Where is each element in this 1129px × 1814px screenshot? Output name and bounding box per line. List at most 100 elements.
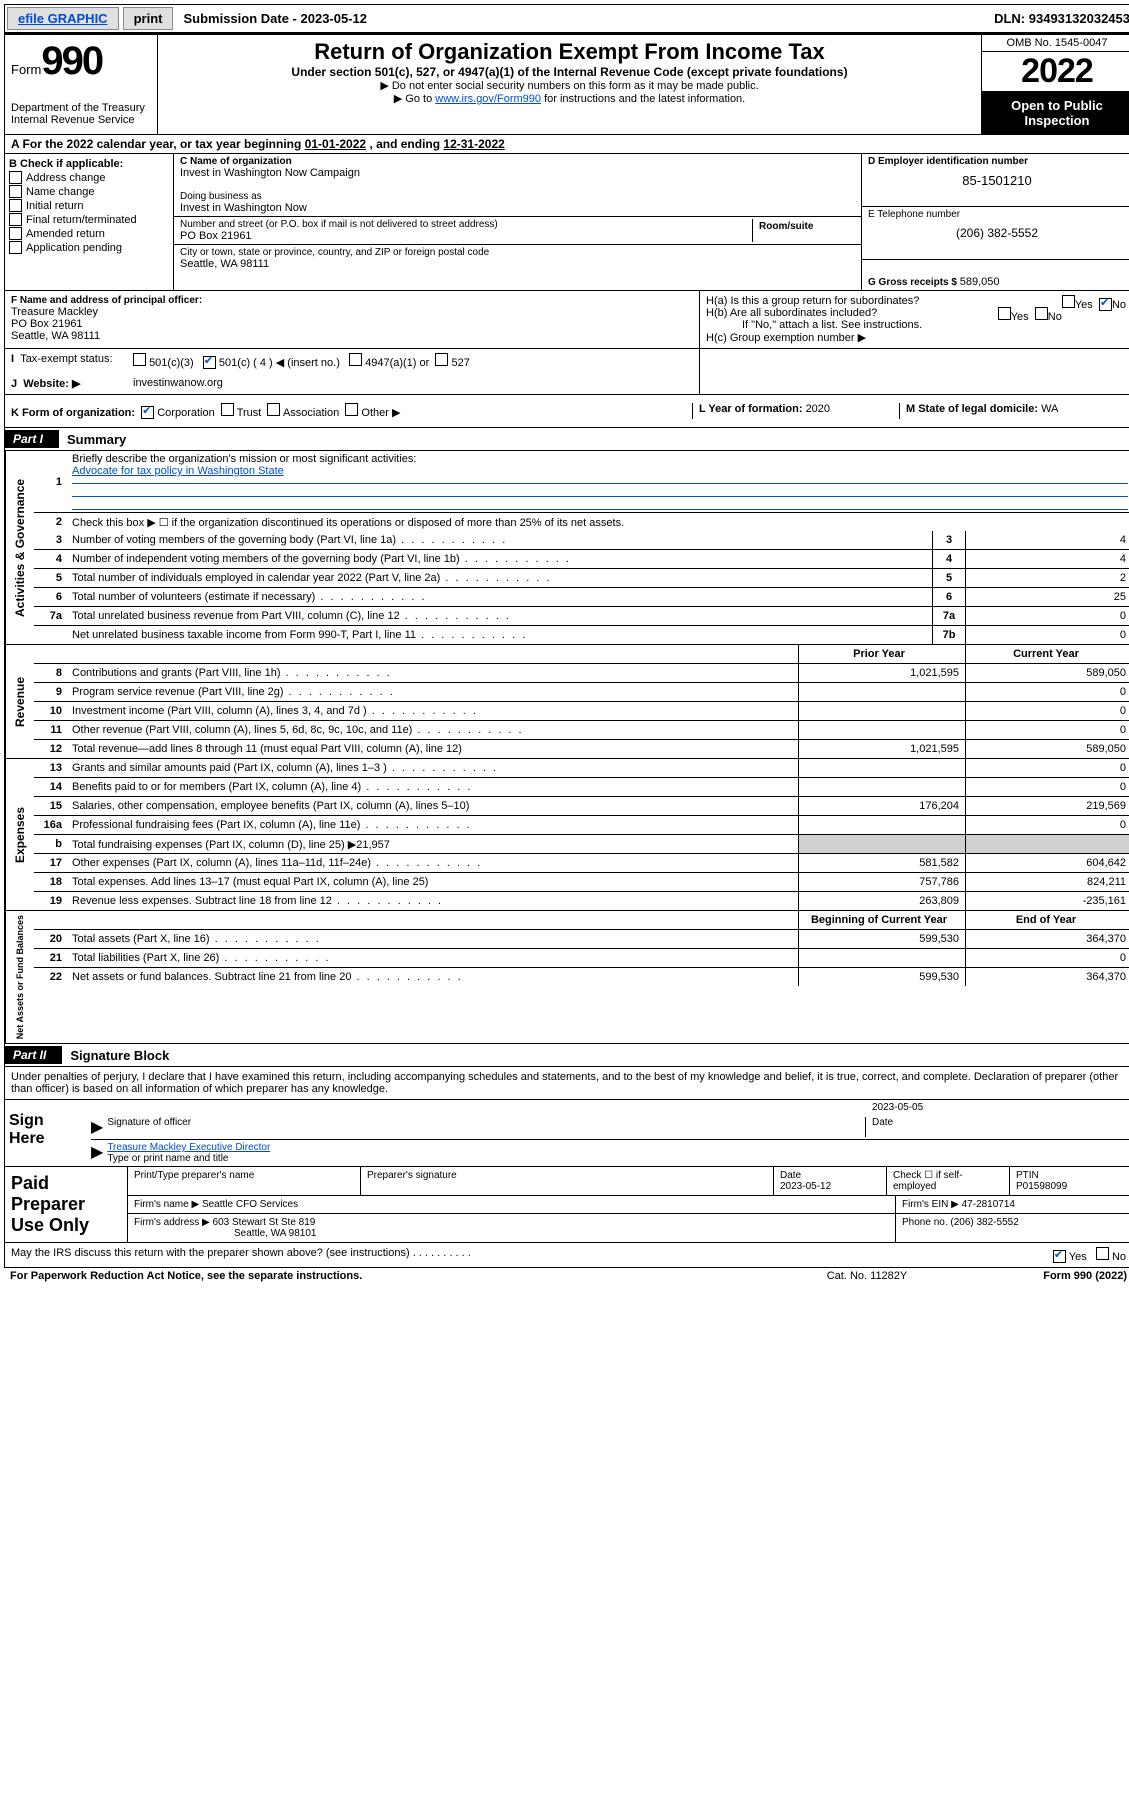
type-print-label: Type or print name and title <box>107 1153 228 1164</box>
net-assets-block: Net Assets or Fund Balances Beginning of… <box>4 911 1129 1044</box>
sign-here-block: Sign Here 2023-05-05 ▶ Signature of offi… <box>4 1100 1129 1167</box>
trust-label: Trust <box>237 407 262 419</box>
hb-yes-checkbox[interactable] <box>998 307 1011 320</box>
line-21-current: 0 <box>965 949 1129 967</box>
header-center: Return of Organization Exempt From Incom… <box>158 35 981 134</box>
final-return-checkbox[interactable] <box>9 213 22 226</box>
part-1-label: Part I <box>5 430 59 448</box>
firm-addr2: Seattle, WA 98101 <box>134 1228 316 1239</box>
preparer-sig-label: Preparer's signature <box>361 1167 774 1195</box>
4947-checkbox[interactable] <box>349 353 362 366</box>
amended-return-label: Amended return <box>26 228 105 240</box>
may-discuss-label: May the IRS discuss this return with the… <box>11 1247 410 1259</box>
website-label: Website: ▶ <box>23 378 80 390</box>
dln-value: 93493132032453 <box>1029 11 1129 26</box>
final-return-label: Final return/terminated <box>26 214 137 226</box>
line-7b-value: 0 <box>965 626 1129 644</box>
org-name-label: C Name of organization <box>180 156 855 167</box>
row-j: J Website: ▶ investinwanow.org <box>4 373 1129 395</box>
discuss-yes-checkbox[interactable] <box>1053 1250 1066 1263</box>
prior-year-header: Prior Year <box>798 645 965 663</box>
assoc-checkbox[interactable] <box>267 403 280 416</box>
part-2-header: Part II Signature Block <box>4 1044 1129 1067</box>
may-irs-discuss-row: May the IRS discuss this return with the… <box>4 1243 1129 1268</box>
dba-value: Invest in Washington Now <box>180 202 855 214</box>
line-9-prior <box>798 683 965 701</box>
current-year-header: Current Year <box>965 645 1129 663</box>
line-18-label: Total expenses. Add lines 13–17 (must eq… <box>68 874 798 890</box>
corporation-label: Corporation <box>157 407 214 419</box>
gross-receipts-value: 589,050 <box>960 276 1000 288</box>
hc-label: H(c) Group exemption number ▶ <box>706 331 1126 344</box>
instr2-post: for instructions and the latest informat… <box>541 93 745 105</box>
firm-phone-value: (206) 382-5552 <box>950 1217 1018 1228</box>
firm-addr1: 603 Stewart St Ste 819 <box>213 1217 316 1228</box>
line-22-current: 364,370 <box>965 968 1129 986</box>
initial-return-checkbox[interactable] <box>9 199 22 212</box>
phone-label: E Telephone number <box>868 209 1126 220</box>
501c3-label: 501(c)(3) <box>149 357 194 369</box>
hb-yes-label: Yes <box>1011 311 1029 323</box>
open-to-public: Open to Public Inspection <box>982 92 1129 134</box>
line-1: Briefly describe the organization's miss… <box>68 451 1129 512</box>
irs-link[interactable]: www.irs.gov/Form990 <box>435 93 541 105</box>
501c-checkbox[interactable] <box>203 356 216 369</box>
form-header: Form 990 Department of the Treasury Inte… <box>4 34 1129 135</box>
self-employed-label: Check ☐ if self-employed <box>887 1167 1010 1195</box>
501c-label: 501(c) ( 4 ) ◀ (insert no.) <box>219 357 340 369</box>
trust-checkbox[interactable] <box>221 403 234 416</box>
527-label: 527 <box>451 357 469 369</box>
officer-addr1: PO Box 21961 <box>11 318 693 330</box>
line-11-label: Other revenue (Part VIII, column (A), li… <box>68 722 798 738</box>
year-formation-label: L Year of formation: <box>699 403 806 415</box>
part-2-label: Part II <box>5 1046 62 1064</box>
room-suite-label: Room/suite <box>753 219 855 242</box>
527-checkbox[interactable] <box>435 353 448 366</box>
officer-name-link[interactable]: Treasure Mackley Executive Director <box>107 1142 270 1153</box>
form-990-footer: Form 990 (2022) <box>967 1270 1127 1282</box>
paperwork-notice: For Paperwork Reduction Act Notice, see … <box>10 1270 767 1282</box>
firm-ein-value: 47-2810714 <box>962 1199 1015 1210</box>
name-change-checkbox[interactable] <box>9 185 22 198</box>
instruction-1: ▶ Do not enter social security numbers o… <box>162 79 977 92</box>
sign-here-label: Sign Here <box>5 1100 83 1166</box>
tax-exempt-label: Tax-exempt status: <box>20 353 112 365</box>
other-checkbox[interactable] <box>345 403 358 416</box>
address-change-checkbox[interactable] <box>9 171 22 184</box>
firm-name-label: Firm's name ▶ <box>134 1199 199 1210</box>
line-6-label: Total number of volunteers (estimate if … <box>68 589 932 605</box>
line-14-current: 0 <box>965 778 1129 796</box>
section-b: B Check if applicable: Address change Na… <box>5 154 174 290</box>
line-20-label: Total assets (Part X, line 16) <box>68 931 798 947</box>
city-cell: City or town, state or province, country… <box>174 245 861 272</box>
ha-no-checkbox[interactable] <box>1099 298 1112 311</box>
amended-return-checkbox[interactable] <box>9 227 22 240</box>
application-pending-checkbox[interactable] <box>9 241 22 254</box>
line-a-begin: 01-01-2022 <box>305 137 366 151</box>
dln-label: DLN: <box>994 11 1029 26</box>
501c3-checkbox[interactable] <box>133 353 146 366</box>
line-16b-value: 21,957 <box>356 839 390 851</box>
hb-no-checkbox[interactable] <box>1035 307 1048 320</box>
section-f: F Name and address of principal officer:… <box>5 291 700 348</box>
mission-link[interactable]: Advocate for tax policy in Washington St… <box>72 465 284 477</box>
activities-tab: Activities & Governance <box>5 451 34 644</box>
discuss-no-checkbox[interactable] <box>1096 1247 1109 1260</box>
corporation-checkbox[interactable] <box>141 406 154 419</box>
line-22-prior: 599,530 <box>798 968 965 986</box>
form-of-org-label: K Form of organization: <box>11 407 135 419</box>
prep-date-value: 2023-05-12 <box>780 1181 831 1192</box>
print-button[interactable]: print <box>123 7 174 30</box>
line-a-end: 12-31-2022 <box>443 137 504 151</box>
line-13-label: Grants and similar amounts paid (Part IX… <box>68 760 798 776</box>
line-8-label: Contributions and grants (Part VIII, lin… <box>68 665 798 681</box>
line-11-current: 0 <box>965 721 1129 739</box>
officer-label: F Name and address of principal officer: <box>11 295 693 306</box>
officer-name: Treasure Mackley <box>11 306 693 318</box>
ha-yes-checkbox[interactable] <box>1062 295 1075 308</box>
line-17-current: 604,642 <box>965 854 1129 872</box>
expenses-tab: Expenses <box>5 759 34 910</box>
efile-graphic-button[interactable]: efile GRAPHIC <box>7 7 119 30</box>
header-left: Form 990 Department of the Treasury Inte… <box>5 35 158 134</box>
instruction-2: ▶ Go to www.irs.gov/Form990 for instruct… <box>162 92 977 105</box>
